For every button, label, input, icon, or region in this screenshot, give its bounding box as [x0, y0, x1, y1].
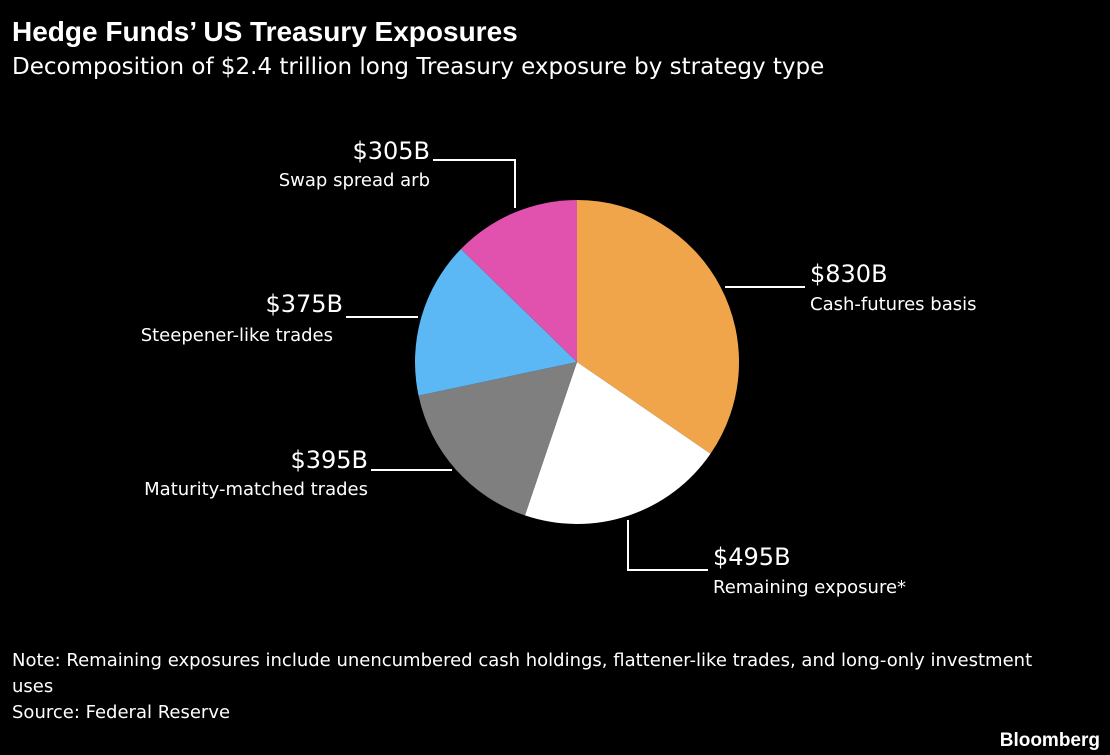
logo: Bloomberg	[999, 730, 1100, 751]
source: Source: Federal Reserve	[12, 702, 231, 723]
data-label: $495B	[713, 543, 791, 571]
legend-label: Swap spread arb	[279, 170, 430, 191]
legend-label: Remaining exposure*	[713, 577, 906, 598]
data-label: $375B	[265, 290, 343, 318]
leader-line	[627, 520, 708, 571]
chart-subtitle: Decomposition of $2.4 trillion long Trea…	[12, 54, 825, 80]
chart-title: Hedge Funds’ US Treasury Exposures	[12, 16, 518, 47]
data-label: $305B	[352, 137, 430, 165]
legend-label: Cash-futures basis	[810, 294, 976, 315]
legend-label: Steepener-like trades	[141, 325, 333, 346]
pie-slice	[418, 362, 577, 516]
legend-label: Maturity-matched trades	[144, 479, 368, 500]
pie-slice	[577, 200, 740, 454]
data-label: $395B	[290, 446, 368, 474]
leader-line	[433, 159, 516, 208]
pie-slice	[415, 248, 577, 396]
pie-slice	[524, 362, 711, 524]
data-label: $830B	[810, 260, 888, 288]
note: Note: Remaining exposures include unencu…	[12, 650, 1033, 697]
pie-slice	[460, 200, 577, 362]
